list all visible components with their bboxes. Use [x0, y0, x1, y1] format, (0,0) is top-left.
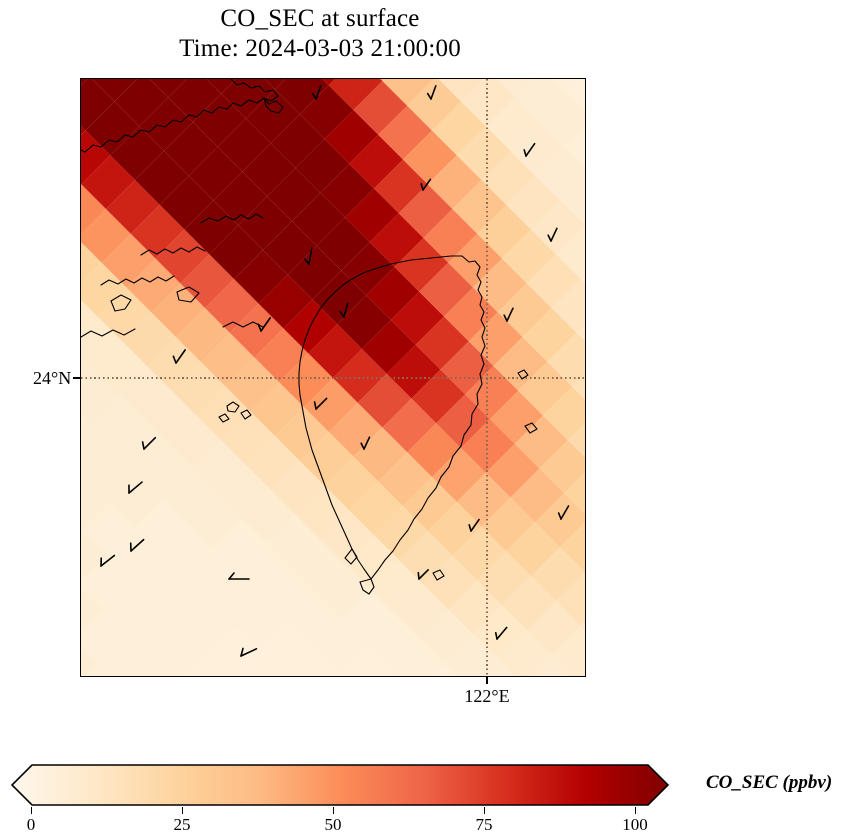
colorbar-tick [333, 807, 334, 814]
lon-tickmark-122E [486, 677, 488, 684]
colorbar-tick-label-50: 50 [325, 815, 342, 835]
colorbar-tick [635, 807, 636, 814]
map-raster-clip [81, 79, 585, 676]
colorbar-tick [484, 807, 485, 814]
figure-title: CO_SEC at surface [0, 4, 640, 34]
colorbar-tick [182, 807, 183, 814]
figure-subtitle-time: Time: 2024-03-03 21:00:00 [0, 34, 640, 64]
lat-tickmark-24N [73, 377, 80, 379]
lat-tick-label-24N: 24°N [33, 368, 71, 389]
colorbar-label: CO_SEC (ppbv) [706, 772, 832, 794]
colorbar-tick-row: 0 25 50 75 100 [0, 807, 854, 837]
map-plot-area[interactable] [80, 78, 586, 677]
lon-tick-label-122E: 122°E [464, 686, 509, 707]
colorbar[interactable]: 0 25 50 75 100 CO_SEC (ppbv) [0, 758, 854, 836]
colorbar-tick-label-0: 0 [27, 815, 36, 835]
colorbar-gradient[interactable] [10, 763, 670, 807]
colorbar-tick-label-100: 100 [622, 815, 648, 835]
colorbar-tick [31, 807, 32, 814]
colorbar-tick-label-75: 75 [476, 815, 493, 835]
figure-title-block: CO_SEC at surface Time: 2024-03-03 21:00… [0, 4, 640, 64]
wind-barb-overlay [81, 79, 585, 676]
colorbar-tick-label-25: 25 [174, 815, 191, 835]
